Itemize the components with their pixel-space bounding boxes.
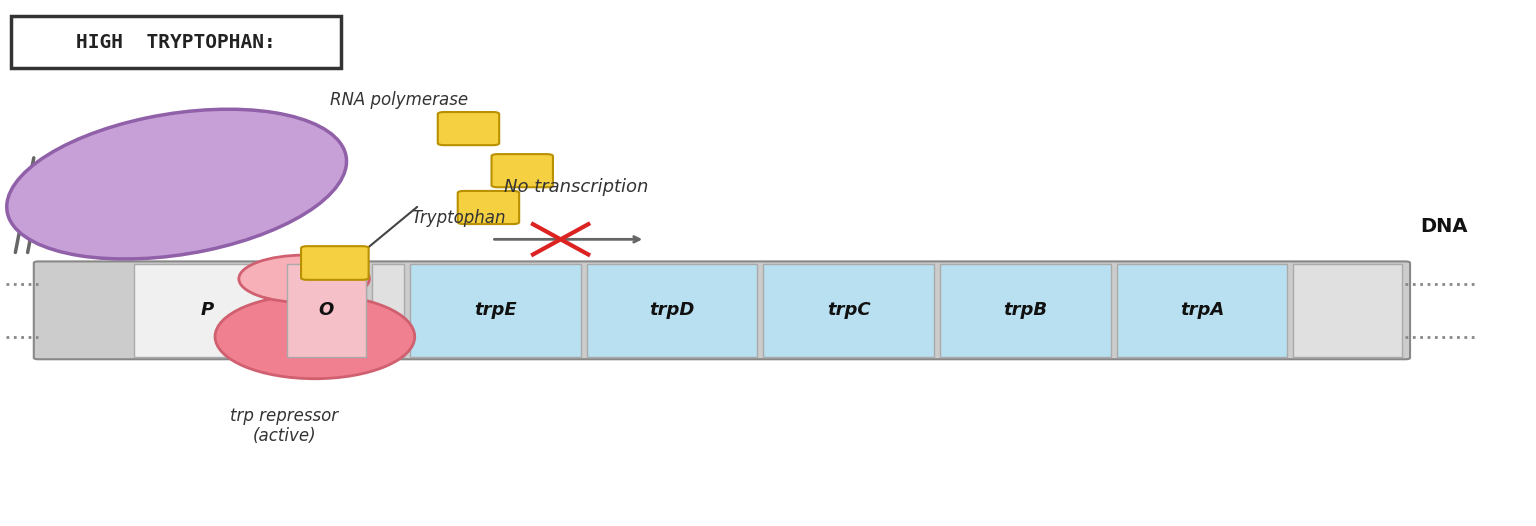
Text: trpD: trpD <box>650 301 694 319</box>
Ellipse shape <box>215 295 415 379</box>
Ellipse shape <box>240 255 369 302</box>
Text: RNA polymerase: RNA polymerase <box>330 91 468 109</box>
FancyBboxPatch shape <box>458 191 519 224</box>
FancyBboxPatch shape <box>492 154 553 187</box>
FancyBboxPatch shape <box>1293 264 1402 357</box>
FancyBboxPatch shape <box>34 261 1410 359</box>
Text: P: P <box>201 301 214 319</box>
FancyBboxPatch shape <box>587 264 757 357</box>
Text: trpB: trpB <box>1003 301 1048 319</box>
Text: trpC: trpC <box>826 301 871 319</box>
FancyBboxPatch shape <box>287 264 366 357</box>
Text: No transcription: No transcription <box>504 178 648 196</box>
FancyBboxPatch shape <box>372 264 404 357</box>
Text: trpA: trpA <box>1180 301 1224 319</box>
FancyBboxPatch shape <box>1117 264 1287 357</box>
FancyBboxPatch shape <box>301 246 369 280</box>
Text: Tryptophan: Tryptophan <box>412 209 507 227</box>
Ellipse shape <box>6 109 347 259</box>
FancyBboxPatch shape <box>134 264 281 357</box>
Text: DNA: DNA <box>1421 217 1467 236</box>
FancyBboxPatch shape <box>438 112 499 145</box>
Text: O: O <box>319 301 333 319</box>
Text: O: O <box>319 301 333 319</box>
FancyBboxPatch shape <box>11 16 341 68</box>
FancyBboxPatch shape <box>763 264 934 357</box>
Text: trpE: trpE <box>475 301 516 319</box>
FancyBboxPatch shape <box>940 264 1111 357</box>
FancyBboxPatch shape <box>287 264 366 357</box>
FancyBboxPatch shape <box>410 264 581 357</box>
Text: trp repressor
(active): trp repressor (active) <box>230 407 338 446</box>
Text: HIGH  TRYPTOPHAN:: HIGH TRYPTOPHAN: <box>75 33 276 52</box>
